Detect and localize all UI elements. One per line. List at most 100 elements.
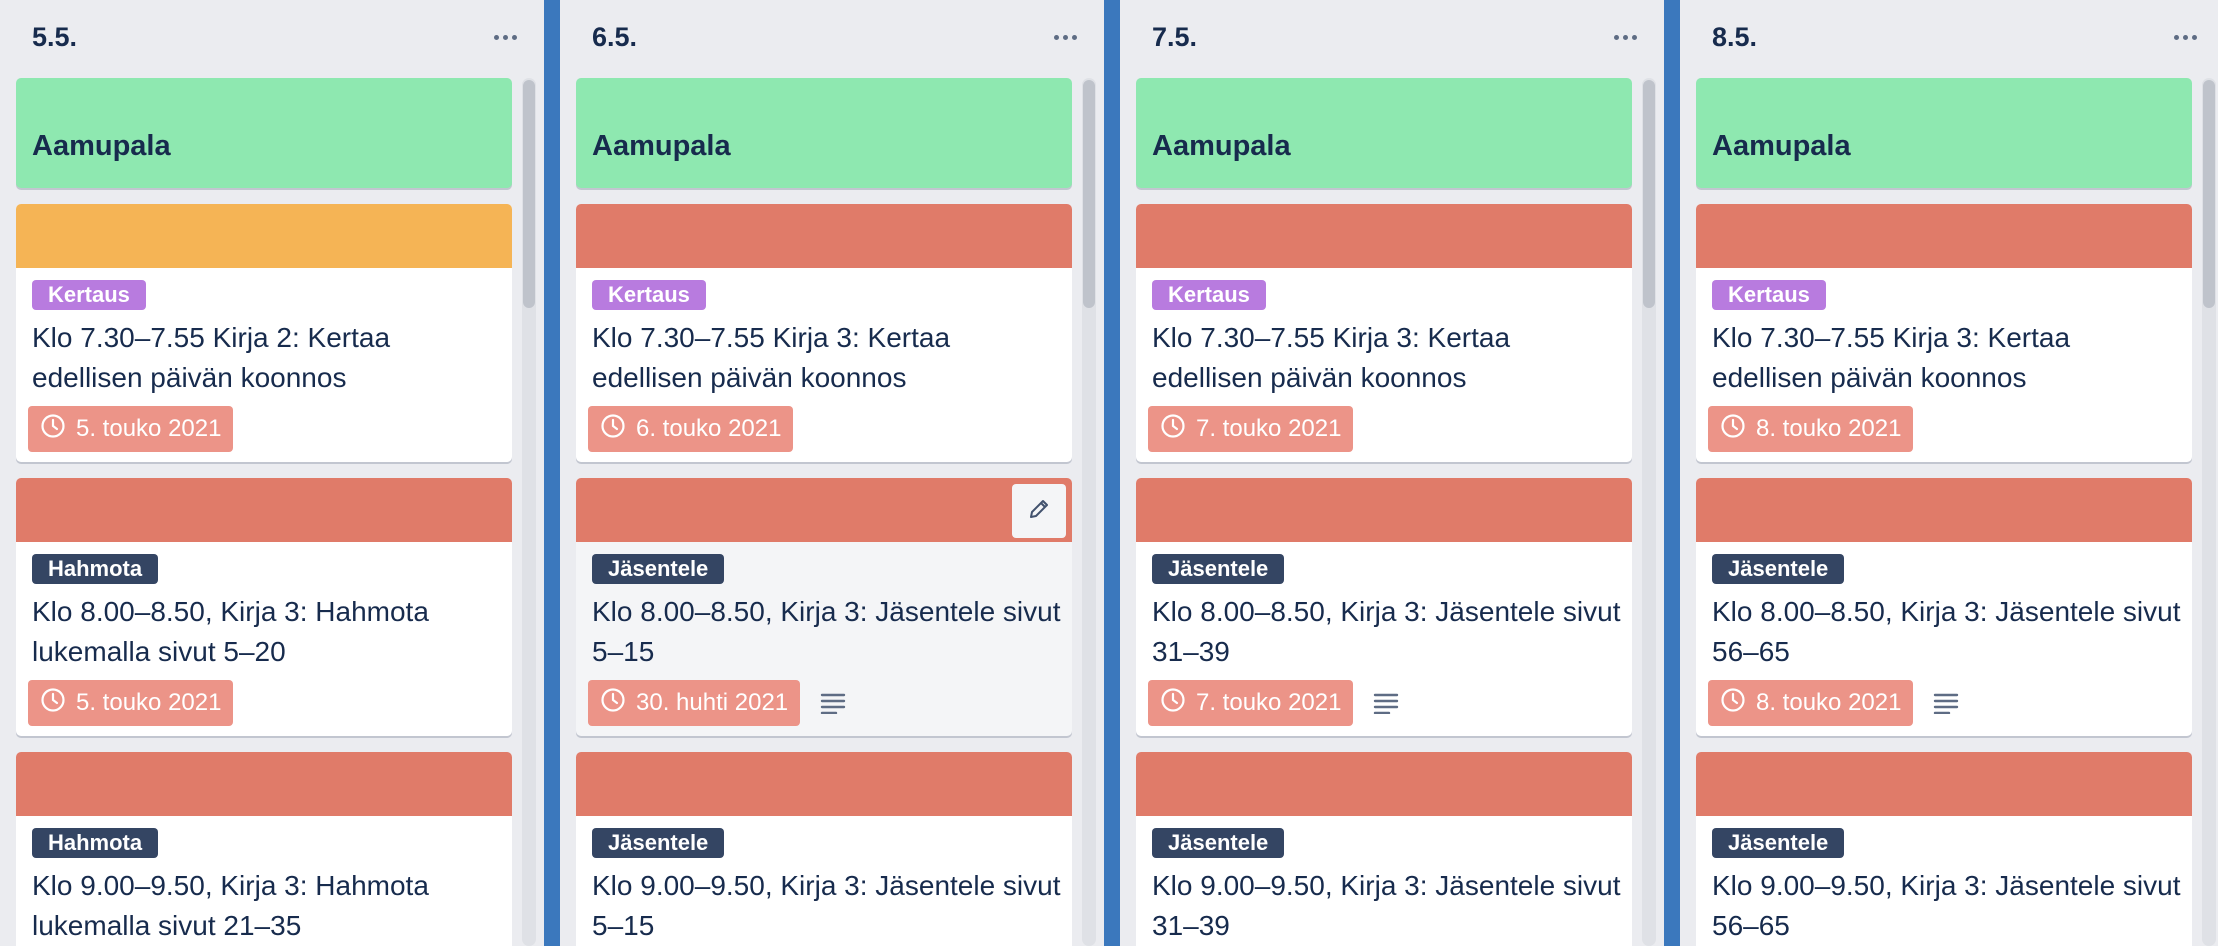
card-body: Kertaus Klo 7.30–7.55 Kirja 3: Kertaa ed… <box>576 268 1072 462</box>
card[interactable]: Hahmota Klo 8.00–8.50, Kirja 3: Hahmota … <box>16 478 512 736</box>
card-label[interactable]: Hahmota <box>32 828 159 858</box>
card-body: Jäsentele Klo 8.00–8.50, Kirja 3: Jäsent… <box>1696 542 2192 736</box>
card[interactable]: Jäsentele Klo 8.00–8.50, Kirja 3: Jäsent… <box>1696 478 2192 736</box>
card[interactable]: Jäsentele Klo 9.00–9.50, Kirja 3: Jäsent… <box>1136 752 1632 946</box>
list-scrollbar[interactable] <box>522 78 536 946</box>
list-menu-button[interactable] <box>490 22 520 52</box>
card-label[interactable]: Kertaus <box>32 280 146 310</box>
card-label[interactable]: Jäsentele <box>1152 828 1285 858</box>
card-body: Kertaus Klo 7.30–7.55 Kirja 3: Kertaa ed… <box>1696 268 2192 462</box>
clock-icon <box>1720 413 1746 446</box>
scrollbar-thumb[interactable] <box>523 80 535 308</box>
clock-icon <box>1720 687 1746 720</box>
card-label[interactable]: Jäsentele <box>592 828 725 858</box>
card-body: Hahmota Klo 9.00–9.50, Kirja 3: Hahmota … <box>16 816 512 946</box>
list-scrollbar[interactable] <box>1082 78 1096 946</box>
edit-card-button[interactable] <box>1012 484 1066 538</box>
list-title[interactable]: 8.5. <box>1712 22 1758 52</box>
pencil-icon <box>1027 497 1051 526</box>
due-date-badge[interactable]: 8. touko 2021 <box>1708 680 1914 726</box>
ellipsis-icon <box>1053 34 1059 40</box>
due-date-badge[interactable]: 8. touko 2021 <box>1708 406 1914 452</box>
list: 5.5. Aamupala Kertaus Klo 7.30–7.55 Kirj… <box>0 0 544 946</box>
card-cover <box>16 204 512 268</box>
scrollbar-thumb[interactable] <box>1643 80 1655 308</box>
due-date-text: 7. touko 2021 <box>1196 415 1342 442</box>
cover-card[interactable]: Aamupala <box>16 78 512 188</box>
card-title: Klo 7.30–7.55 Kirja 2: Kertaa edellisen … <box>32 322 391 393</box>
card-body: Jäsentele Klo 8.00–8.50, Kirja 3: Jäsent… <box>576 542 1072 736</box>
card-title: Klo 9.00–9.50, Kirja 3: Hahmota lukemall… <box>32 870 429 941</box>
card-label[interactable]: Kertaus <box>1712 280 1826 310</box>
card-badges: 7. touko 2021 <box>1148 680 1616 726</box>
due-date-badge[interactable]: 5. touko 2021 <box>28 406 234 452</box>
due-date-badge[interactable]: 7. touko 2021 <box>1148 680 1354 726</box>
card-list: Aamupala Kertaus Klo 7.30–7.55 Kirja 2: … <box>16 78 512 946</box>
list-title[interactable]: 7.5. <box>1152 22 1198 52</box>
list: 7.5. Aamupala Kertaus Klo 7.30–7.55 Kirj… <box>1120 0 1664 946</box>
card-label[interactable]: Jäsentele <box>1712 554 1845 584</box>
list-header: 5.5. <box>0 0 544 76</box>
due-date-text: 8. touko 2021 <box>1756 415 1902 442</box>
card[interactable]: Kertaus Klo 7.30–7.55 Kirja 3: Kertaa ed… <box>1136 204 1632 462</box>
card-list: Aamupala Kertaus Klo 7.30–7.55 Kirja 3: … <box>576 78 1072 946</box>
due-date-badge[interactable]: 7. touko 2021 <box>1148 406 1354 452</box>
card-cover <box>1696 478 2192 542</box>
card-cover <box>16 478 512 542</box>
card-label[interactable]: Jäsentele <box>592 554 725 584</box>
card-title: Klo 7.30–7.55 Kirja 3: Kertaa edellisen … <box>1712 322 2071 393</box>
card-badges: 30. huhti 2021 <box>588 680 1056 726</box>
due-date-badge[interactable]: 6. touko 2021 <box>588 406 794 452</box>
due-date-badge[interactable]: 30. huhti 2021 <box>588 680 801 726</box>
card[interactable]: Kertaus Klo 7.30–7.55 Kirja 3: Kertaa ed… <box>1696 204 2192 462</box>
card-label[interactable]: Hahmota <box>32 554 159 584</box>
card-title: Klo 9.00–9.50, Kirja 3: Jäsentele sivut … <box>1152 870 1621 941</box>
card-title: Aamupala <box>592 130 731 162</box>
card-title: Klo 7.30–7.55 Kirja 3: Kertaa edellisen … <box>592 322 951 393</box>
card[interactable]: Jäsentele Klo 9.00–9.50, Kirja 3: Jäsent… <box>576 752 1072 946</box>
card-cover <box>16 752 512 816</box>
card-list: Aamupala Kertaus Klo 7.30–7.55 Kirja 3: … <box>1696 78 2192 946</box>
card-label[interactable]: Jäsentele <box>1712 828 1845 858</box>
scrollbar-thumb[interactable] <box>2203 80 2215 308</box>
card-title: Aamupala <box>32 130 171 162</box>
card[interactable]: Jäsentele Klo 9.00–9.50, Kirja 3: Jäsent… <box>1696 752 2192 946</box>
cover-card[interactable]: Aamupala <box>1136 78 1632 188</box>
list-menu-button[interactable] <box>1050 22 1080 52</box>
cover-card[interactable]: Aamupala <box>1696 78 2192 188</box>
card[interactable]: Kertaus Klo 7.30–7.55 Kirja 2: Kertaa ed… <box>16 204 512 462</box>
card[interactable]: Jäsentele Klo 8.00–8.50, Kirja 3: Jäsent… <box>1136 478 1632 736</box>
list-scrollbar[interactable] <box>1642 78 1656 946</box>
clock-icon <box>1160 413 1186 446</box>
clock-icon <box>600 687 626 720</box>
list-title[interactable]: 5.5. <box>32 22 78 52</box>
list-scrollbar[interactable] <box>2202 78 2216 946</box>
list: 8.5. Aamupala Kertaus Klo 7.30–7.55 Kirj… <box>1680 0 2218 946</box>
card-label[interactable]: Kertaus <box>1152 280 1266 310</box>
due-date-badge[interactable]: 5. touko 2021 <box>28 680 234 726</box>
cover-card[interactable]: Aamupala <box>576 78 1072 188</box>
due-date-text: 8. touko 2021 <box>1756 689 1902 716</box>
card-label[interactable]: Kertaus <box>592 280 706 310</box>
list-menu-button[interactable] <box>1610 22 1640 52</box>
card[interactable]: Kertaus Klo 7.30–7.55 Kirja 3: Kertaa ed… <box>576 204 1072 462</box>
card-badges: 7. touko 2021 <box>1148 406 1616 452</box>
card-cover <box>1136 752 1632 816</box>
card-title: Klo 7.30–7.55 Kirja 3: Kertaa edellisen … <box>1152 322 1511 393</box>
card-label[interactable]: Jäsentele <box>1152 554 1285 584</box>
scrollbar-thumb[interactable] <box>1083 80 1095 308</box>
clock-icon <box>600 413 626 446</box>
list-menu-button[interactable] <box>2170 22 2200 52</box>
card-body: Jäsentele Klo 9.00–9.50, Kirja 3: Jäsent… <box>1696 816 2192 946</box>
list-title[interactable]: 6.5. <box>592 22 638 52</box>
card-badges: 6. touko 2021 <box>588 406 1056 452</box>
ellipsis-icon <box>1613 34 1619 40</box>
card[interactable]: Jäsentele Klo 8.00–8.50, Kirja 3: Jäsent… <box>576 478 1072 736</box>
list-header: 8.5. <box>1680 0 2218 76</box>
card-body: Kertaus Klo 7.30–7.55 Kirja 3: Kertaa ed… <box>1136 268 1632 462</box>
list-header: 6.5. <box>560 0 1104 76</box>
card-body: Jäsentele Klo 9.00–9.50, Kirja 3: Jäsent… <box>1136 816 1632 946</box>
card-title: Aamupala <box>1712 130 1851 162</box>
clock-icon <box>40 413 66 446</box>
card[interactable]: Hahmota Klo 9.00–9.50, Kirja 3: Hahmota … <box>16 752 512 946</box>
